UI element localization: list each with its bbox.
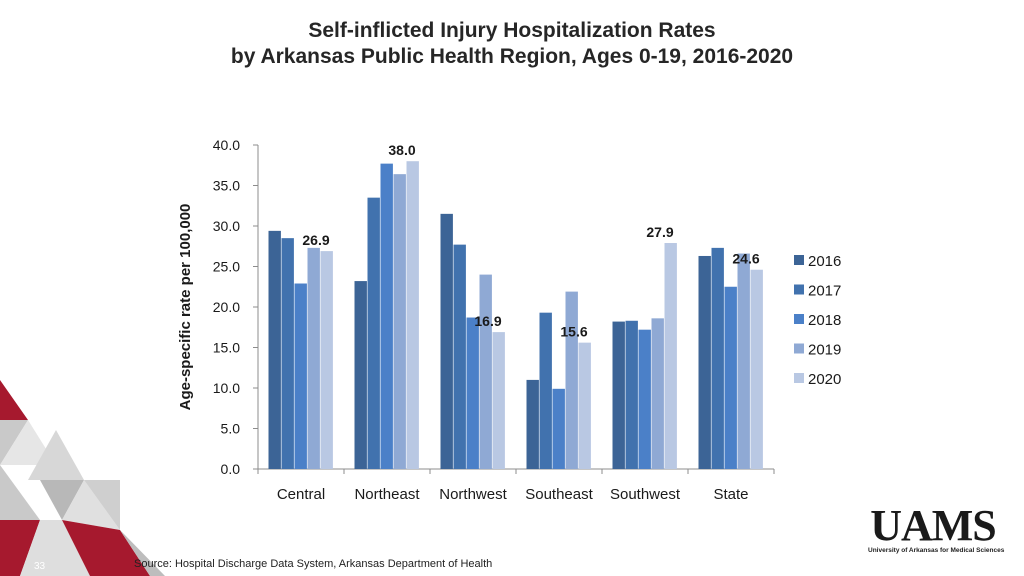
bar-central-2018 [294,283,307,469]
bar-northwest-2019 [479,274,492,469]
y-tick-label: 35.0 [213,178,240,194]
legend-swatch-2020 [794,373,804,383]
legend-swatch-2017 [794,284,804,295]
bar-state-2019 [737,253,750,469]
data-label: 16.9 [474,313,501,329]
bar-southwest-2016 [612,321,625,469]
bar-northwest-2017 [453,244,466,469]
legend-label-2016: 2016 [808,253,841,270]
y-axis-title: Age-specific rate per 100,000 [177,204,194,411]
bar-southeast-2019 [565,291,578,469]
data-label: 27.9 [646,224,673,240]
x-tick-label: Southwest [610,486,681,503]
bar-central-2016 [268,230,281,469]
x-tick-label: Central [277,486,325,503]
legend-label-2019: 2019 [808,342,841,359]
legend-label-2017: 2017 [808,283,841,300]
title-line-2: by Arkansas Public Health Region, Ages 0… [230,45,794,68]
y-tick-label: 0.0 [221,461,241,477]
y-tick-label: 20.0 [213,299,240,315]
data-label: 24.6 [732,251,759,267]
legend-swatch-2019 [794,343,804,354]
data-label: 15.6 [560,324,587,340]
bar-state-2016 [698,255,711,469]
bar-southeast-2018 [552,388,565,469]
y-tick-label: 25.0 [213,259,240,275]
bar-northwest-2018 [466,317,479,469]
bar-southwest-2020 [664,243,677,469]
bar-northeast-2018 [380,163,393,469]
bar-northeast-2019 [393,174,406,469]
legend-label-2018: 2018 [808,312,841,329]
bar-northwest-2016 [440,213,453,469]
bar-northeast-2017 [367,197,380,469]
legend-swatch-2018 [794,314,804,324]
bar-state-2018 [724,286,737,469]
bar-northeast-2016 [354,281,367,469]
bar-southeast-2017 [539,312,552,469]
bar-southwest-2018 [638,329,651,469]
legend-swatch-2016 [794,255,804,265]
bar-southeast-2016 [526,379,539,469]
y-tick-label: 5.0 [221,421,241,437]
x-tick-label: State [713,486,748,503]
uams-logo: UAMS University of Arkansas for Medical … [868,501,1005,555]
bar-southwest-2019 [651,318,664,469]
title-line-1: Self-inflicted Injury Hospitalization Ra… [308,19,716,42]
y-tick-label: 15.0 [213,340,240,356]
slide-title: Self-inflicted Injury Hospitalization Ra… [0,18,1024,70]
x-tick-label: Northeast [354,486,420,503]
y-tick-label: 30.0 [213,218,240,234]
bar-state-2017 [711,247,724,469]
x-tick-label: Northwest [439,486,507,503]
logo-subtext: University of Arkansas for Medical Scien… [868,547,1005,554]
slide-number: 33 [34,561,46,572]
bar-central-2017 [281,238,294,469]
data-label: 26.9 [302,232,329,248]
legend-label-2020: 2020 [808,371,841,388]
bar-southwest-2017 [625,320,638,469]
bar-northwest-2020 [492,332,505,469]
bar-southeast-2020 [578,342,591,469]
y-tick-label: 40.0 [213,137,240,153]
bar-state-2020 [750,269,763,469]
logo-wordmark: UAMS [870,501,997,550]
bar-central-2019 [307,247,320,469]
source-note: Source: Hospital Discharge Data System, … [134,558,493,570]
bar-central-2020 [320,251,333,469]
data-label: 38.0 [388,142,415,158]
x-tick-label: Southeast [525,486,593,503]
decorative-triangle-pattern [0,380,165,576]
bar-northeast-2020 [406,161,419,469]
y-tick-label: 10.0 [213,380,240,396]
